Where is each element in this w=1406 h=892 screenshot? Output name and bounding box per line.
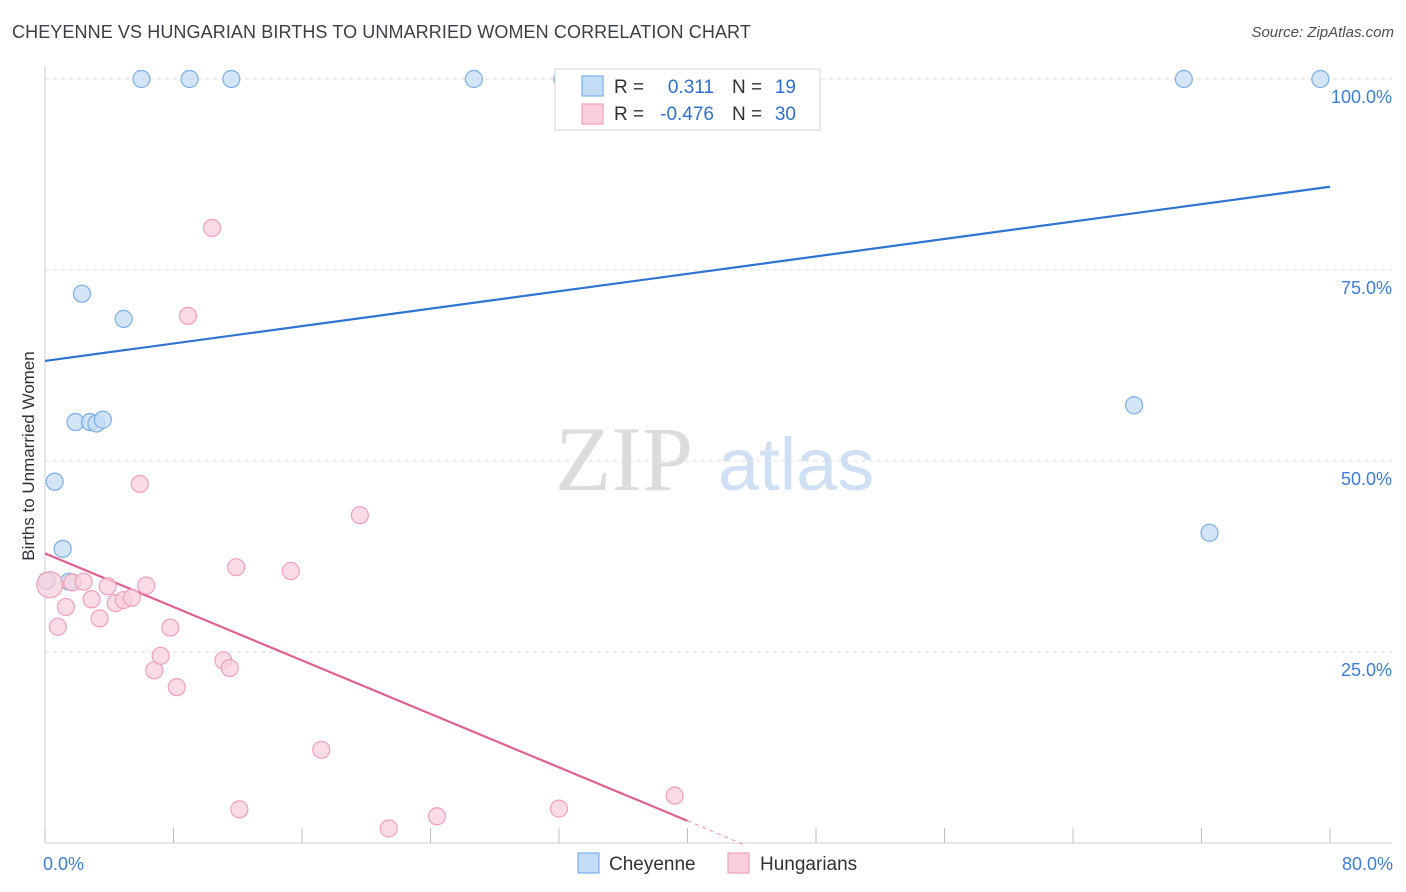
point-cheyenne — [72, 284, 92, 303]
point-cheyenne — [132, 69, 151, 89]
point-hungarians — [161, 618, 180, 637]
point-cheyenne — [114, 309, 133, 328]
point-hungarians — [167, 678, 186, 697]
legend-r-value-hungarians: -0.476 — [660, 104, 714, 125]
y-tick-label: 75.0% — [1341, 278, 1392, 298]
point-hungarians — [230, 800, 249, 819]
point-cheyenne — [180, 69, 199, 89]
point-hungarians — [220, 658, 239, 678]
point-cheyenne — [222, 69, 241, 89]
point-hungarians — [379, 819, 398, 838]
y-axis-label: Births to Unmarried Women — [19, 351, 38, 560]
bottom-legend-label-cheyenne: Cheyenne — [609, 854, 696, 875]
point-cheyenne — [45, 472, 64, 491]
point-hungarians — [137, 576, 156, 595]
y-tick-label: 100.0% — [1331, 87, 1392, 107]
point-hungarians — [178, 306, 198, 325]
bottom-legend: Cheyenne Hungarians — [577, 852, 857, 875]
point-hungarians — [56, 597, 75, 617]
point-cheyenne — [464, 69, 483, 89]
point-cheyenne — [1311, 69, 1330, 89]
point-hungarians — [202, 218, 222, 238]
trend-line-hungarians — [44, 552, 688, 822]
legend-r-label-cheyenne: R = — [614, 77, 644, 98]
tick-labels: 100.0% 75.0% 50.0% 25.0% 0.0% 80.0% — [43, 87, 1393, 874]
legend-r-value-cheyenne: 0.311 — [668, 77, 714, 98]
point-cheyenne — [1124, 396, 1144, 415]
point-hungarians — [90, 609, 109, 628]
point-hungarians — [427, 807, 447, 826]
point-hungarians — [98, 577, 117, 596]
trend-lines — [44, 185, 1331, 846]
bottom-legend-swatch-cheyenne — [577, 852, 600, 874]
data-points — [36, 69, 1330, 838]
legend-n-value-hungarians: 30 — [775, 104, 796, 125]
point-hungarians — [74, 572, 93, 591]
y-tick-label: 25.0% — [1341, 660, 1392, 680]
point-hungarians — [549, 799, 569, 818]
point-cheyenne — [1200, 523, 1219, 542]
point-hungarians — [665, 786, 684, 805]
point-hungarians — [36, 571, 64, 599]
point-hungarians — [151, 646, 170, 665]
gridlines — [45, 78, 1392, 653]
bottom-legend-swatch-hungarians — [727, 852, 750, 874]
x-tick-label-right: 80.0% — [1342, 854, 1393, 874]
point-hungarians — [281, 561, 300, 581]
legend-swatch-cheyenne — [581, 75, 604, 97]
legend-box: R = 0.311 N = 19 R = -0.476 N = 30 — [554, 68, 821, 131]
point-hungarians — [122, 588, 141, 607]
trend-line-cheyenne — [44, 185, 1331, 363]
point-cheyenne — [1174, 69, 1193, 89]
point-hungarians — [312, 740, 331, 759]
point-cheyenne — [53, 539, 72, 558]
legend-n-value-cheyenne: 19 — [775, 77, 796, 98]
point-hungarians — [82, 590, 101, 609]
point-hungarians — [130, 474, 149, 494]
point-hungarians — [227, 558, 246, 577]
chart-source: Source: ZipAtlas.com — [1251, 24, 1394, 41]
legend-n-label-hungarians: N = — [732, 104, 762, 125]
axes — [44, 66, 1392, 844]
point-hungarians — [350, 506, 369, 525]
trend-line-extension-hungarians — [687, 820, 744, 846]
legend-n-label-cheyenne: N = — [732, 77, 762, 98]
x-tick-label-left: 0.0% — [43, 854, 84, 874]
watermark-atlas: atlas — [718, 423, 874, 506]
y-tick-label: 50.0% — [1341, 469, 1392, 489]
point-cheyenne — [93, 410, 112, 429]
watermark: ZIP atlas — [555, 408, 874, 510]
chart-title: CHEYENNE VS HUNGARIAN BIRTHS TO UNMARRIE… — [12, 22, 751, 42]
watermark-zip: ZIP — [555, 408, 693, 510]
point-hungarians — [48, 617, 67, 636]
bottom-legend-label-hungarians: Hungarians — [760, 854, 857, 875]
legend-swatch-hungarians — [581, 103, 604, 125]
legend-r-label-hungarians: R = — [614, 104, 644, 125]
